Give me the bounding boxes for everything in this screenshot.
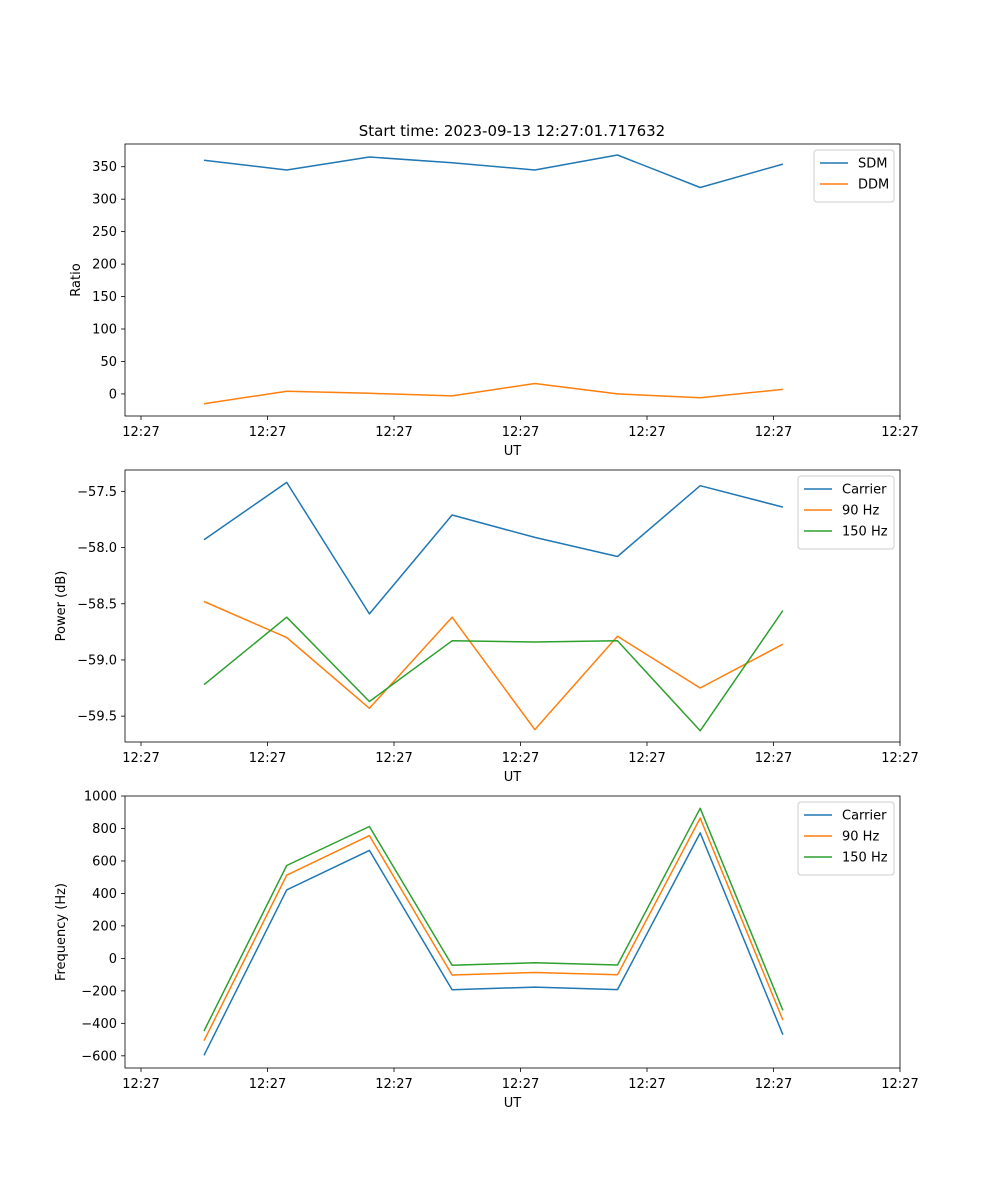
x-axis-label: UT <box>504 444 522 459</box>
y-tick-label: 250 <box>92 225 117 240</box>
series-line-150-hz <box>203 807 784 1032</box>
plot-frame <box>124 143 901 417</box>
y-tick-label: −400 <box>81 1017 117 1032</box>
y-axis-label: Power (dB) <box>54 571 69 642</box>
legend: Carrier 90 Hz 150 Hz <box>797 475 895 550</box>
x-axis-label: UT <box>504 1096 522 1111</box>
y-tick-label: 0 <box>109 387 117 402</box>
panel-2: 12:2712:2712:2712:2712:2712:2712:2712:28… <box>54 469 919 785</box>
series-line-ddm <box>203 382 783 405</box>
legend-label: DDM <box>858 178 889 193</box>
x-tick-label: 12:27 <box>628 425 665 440</box>
legend-label: 90 Hz <box>842 504 879 519</box>
x-tick-label: 12:27 <box>502 425 539 440</box>
legend-label: SDM <box>858 157 887 172</box>
y-axis-label: Frequency (Hz) <box>54 883 69 981</box>
x-tick-label: 12:27 <box>628 751 665 766</box>
y-tick-label: 200 <box>92 919 117 934</box>
x-tick-label: 12:27 <box>881 1077 918 1092</box>
x-tick-label: 12:27 <box>755 425 792 440</box>
series-line-carrier <box>203 832 784 1056</box>
plot-frame <box>124 795 901 1069</box>
series-line-sdm <box>203 154 784 189</box>
y-tick-label: −200 <box>81 984 117 999</box>
x-tick-label: 12:27 <box>122 1077 159 1092</box>
legend-label: 150 Hz <box>842 525 888 540</box>
y-tick-label: 400 <box>92 887 117 902</box>
series-line-90-hz <box>203 600 784 731</box>
panels: 12:2712:2712:2712:2712:2712:2712:2712:28… <box>54 143 919 1112</box>
x-tick-label: 12:27 <box>375 425 412 440</box>
y-tick-label: −600 <box>81 1049 117 1064</box>
series-line-150-hz <box>203 610 784 732</box>
y-tick-label: −58.0 <box>77 541 117 556</box>
x-tick-label: 12:27 <box>249 425 286 440</box>
x-tick-label: 12:27 <box>881 751 918 766</box>
y-tick-label: −59.0 <box>77 653 117 668</box>
y-tick-label: 1000 <box>84 790 117 805</box>
x-tick-label: 12:27 <box>628 1077 665 1092</box>
figure-title: Start time: 2023-09-13 12:27:01.717632 <box>359 122 665 140</box>
x-tick-label: 12:27 <box>755 751 792 766</box>
series-line-carrier <box>203 481 784 615</box>
y-tick-label: 350 <box>92 160 117 175</box>
y-tick-label: −57.5 <box>77 485 117 500</box>
x-tick-label: 12:27 <box>249 751 286 766</box>
x-tick-label: 12:27 <box>375 1077 412 1092</box>
plot-frame <box>124 469 901 743</box>
y-tick-label: −59.5 <box>77 710 117 725</box>
y-axis-label: Ratio <box>69 263 84 296</box>
legend-label: 150 Hz <box>842 851 888 866</box>
x-tick-label: 12:27 <box>122 751 159 766</box>
y-tick-label: 600 <box>92 854 117 869</box>
y-tick-label: 0 <box>109 952 117 967</box>
legend: Carrier 90 Hz 150 Hz <box>797 801 895 876</box>
y-tick-label: 300 <box>92 193 117 208</box>
x-tick-label: 12:27 <box>375 751 412 766</box>
y-tick-label: −58.5 <box>77 597 117 612</box>
x-tick-label: 12:27 <box>502 1077 539 1092</box>
y-tick-label: 800 <box>92 822 117 837</box>
x-axis-label: UT <box>504 770 522 785</box>
legend-label: 90 Hz <box>842 830 879 845</box>
panel-1: 12:2712:2712:2712:2712:2712:2712:2712:28… <box>69 143 919 459</box>
series-line-90-hz <box>203 817 784 1042</box>
legend: SDM DDM <box>813 149 895 203</box>
y-tick-label: 150 <box>92 290 117 305</box>
x-tick-label: 12:27 <box>881 425 918 440</box>
y-tick-label: 100 <box>92 323 117 338</box>
y-tick-label: 50 <box>100 355 117 370</box>
x-tick-label: 12:27 <box>122 425 159 440</box>
y-tick-label: 200 <box>92 258 117 273</box>
legend-label: Carrier <box>842 809 887 824</box>
x-tick-label: 12:27 <box>249 1077 286 1092</box>
legend-label: Carrier <box>842 483 887 498</box>
x-tick-label: 12:27 <box>755 1077 792 1092</box>
panel-3: 12:2712:2712:2712:2712:2712:2712:2712:28… <box>54 790 919 1112</box>
x-tick-label: 12:27 <box>502 751 539 766</box>
